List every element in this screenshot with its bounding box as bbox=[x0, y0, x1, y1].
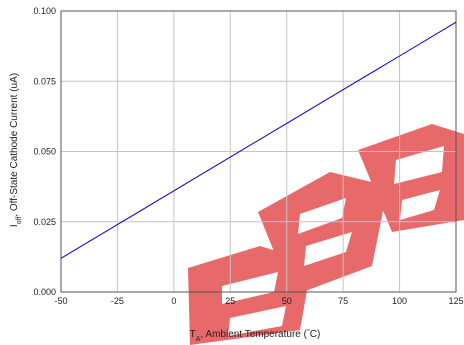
y-tick-label: 0.100 bbox=[33, 6, 56, 16]
x-tick-label: -25 bbox=[111, 296, 124, 306]
y-tick-label: 0.025 bbox=[33, 217, 56, 227]
x-axis-title: TA, Ambient Temperature (°C) bbox=[190, 328, 321, 343]
watermark-gap-5 bbox=[394, 146, 444, 184]
chart-series bbox=[60, 21, 457, 259]
x-tick-label: 50 bbox=[282, 296, 292, 306]
watermark-gap-6 bbox=[400, 190, 440, 220]
y-tick-label: 0.000 bbox=[33, 287, 56, 297]
watermark-gap-4 bbox=[304, 232, 352, 266]
x-tick-label: 75 bbox=[338, 296, 348, 306]
y-tick-labels: 0.000 0.025 0.050 0.075 0.100 bbox=[33, 6, 56, 297]
x-tick-label: 0 bbox=[171, 296, 176, 306]
y-tick-label: 0.075 bbox=[33, 76, 56, 86]
watermark-gap-3 bbox=[298, 198, 346, 234]
watermark-gap-2 bbox=[228, 306, 286, 336]
plot-frame bbox=[60, 10, 457, 293]
x-tick-label: -50 bbox=[54, 296, 67, 306]
y-axis-title: Ioff, Off-State Cathode Current (uA) bbox=[9, 73, 23, 227]
y-tick-label: 0.050 bbox=[33, 147, 56, 157]
chart-gridlines bbox=[61, 11, 456, 292]
watermark-block-2 bbox=[258, 172, 388, 296]
x-tick-label: 100 bbox=[392, 296, 407, 306]
x-tick-label: 25 bbox=[225, 296, 235, 306]
series-line-1 bbox=[60, 21, 457, 259]
watermark-gap-1 bbox=[222, 272, 278, 304]
x-tick-labels: -50 -25 0 25 50 75 100 125 bbox=[54, 296, 463, 306]
x-tick-label: 125 bbox=[448, 296, 463, 306]
